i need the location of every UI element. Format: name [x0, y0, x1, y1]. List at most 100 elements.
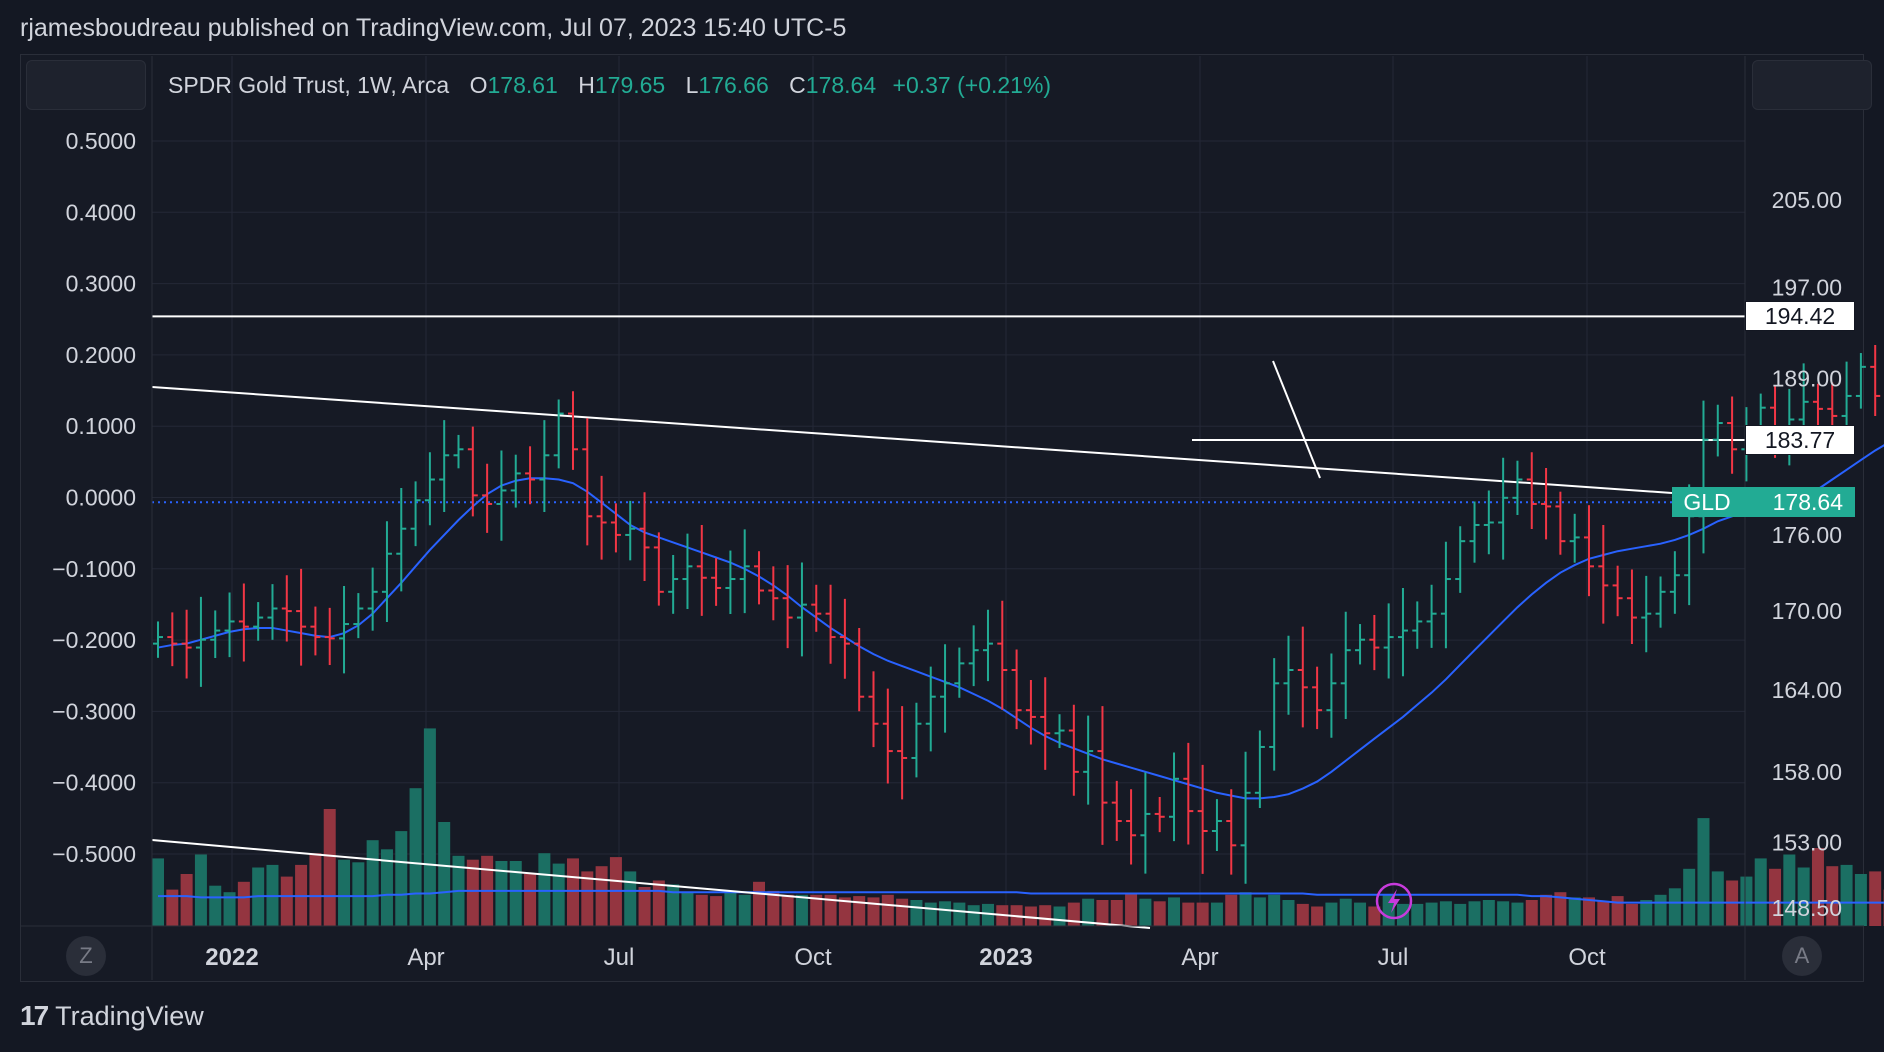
- ohlc-bar: [1383, 603, 1394, 679]
- auto-scale-button[interactable]: A: [1782, 936, 1822, 976]
- ohlc-bar: [854, 627, 865, 712]
- ohlc-bar: [1455, 526, 1466, 593]
- volume-bar: [395, 831, 408, 926]
- top-left-control[interactable]: [26, 60, 146, 110]
- volume-bar: [1210, 902, 1223, 926]
- ohlc-bar: [1169, 752, 1180, 842]
- volume-bar: [1540, 894, 1553, 926]
- x-axis-tick-label: Oct: [1568, 944, 1606, 971]
- x-axis-tick-label: 2023: [979, 944, 1032, 971]
- ohlc-bar: [696, 524, 707, 616]
- tradingview-logo[interactable]: 17 TradingView: [20, 1000, 204, 1032]
- volume-bar: [1511, 902, 1524, 926]
- volume-bar: [667, 884, 680, 926]
- volume-bar: [1325, 902, 1338, 926]
- descending-trendline: [151, 386, 1673, 494]
- ohlc-bar: [882, 688, 893, 784]
- close-label: C: [789, 72, 806, 98]
- volume-bar: [681, 892, 694, 926]
- volume-bar: [924, 902, 937, 926]
- ohlc-bar: [782, 565, 793, 649]
- volume-bar: [1611, 896, 1624, 926]
- ohlc-bar: [381, 521, 392, 622]
- volume-bar: [223, 892, 236, 926]
- ohlc-bar: [839, 598, 850, 679]
- ohlc-bar: [997, 600, 1008, 710]
- ohlc-bar: [1812, 383, 1823, 426]
- volume-bar: [1268, 894, 1281, 926]
- volume-bar: [1296, 903, 1309, 926]
- ohlc-bar: [1183, 742, 1194, 845]
- volume-bar: [423, 728, 436, 926]
- volume-bar: [1425, 902, 1438, 926]
- ohlc-bar: [711, 558, 722, 606]
- ohlc-bar: [210, 610, 221, 659]
- ohlc-bar: [582, 418, 593, 546]
- symbol-name: SPDR Gold Trust, 1W, Arca: [168, 72, 450, 98]
- volume-bar: [638, 887, 651, 926]
- ohlc-bar: [1469, 501, 1480, 563]
- ohlc-bar: [567, 391, 578, 470]
- trendlines: [151, 315, 1745, 929]
- volume-bar: [209, 885, 222, 926]
- price-tag-value: 178.64: [1772, 488, 1843, 515]
- ohlc-bar: [754, 551, 765, 605]
- ohlc-bar: [324, 607, 335, 666]
- left-axis-tick-label: 0.1000: [66, 413, 136, 439]
- zoom-button[interactable]: Z: [66, 936, 106, 976]
- ohlc-bar: [1369, 614, 1380, 671]
- ohlc-bar: [954, 647, 965, 698]
- volume-bar: [838, 897, 851, 926]
- short-trendline: [1272, 360, 1321, 479]
- volume-bar: [1468, 901, 1481, 926]
- ohlc-bar: [1340, 611, 1351, 720]
- volume-bar: [1654, 894, 1667, 926]
- volume-bar: [1697, 818, 1710, 926]
- left-axis-tick-label: −0.5000: [52, 841, 136, 867]
- x-axis-tick-label: Oct: [794, 944, 832, 971]
- x-axis-tick-label: Apr: [1181, 944, 1218, 971]
- volume-bar: [1024, 906, 1037, 926]
- ohlc-bar: [1097, 706, 1108, 845]
- ohlc-bar: [1054, 714, 1065, 749]
- ohlc-bar: [653, 532, 664, 606]
- ohlc-bar: [668, 554, 679, 614]
- left-axis-tick-label: −0.1000: [52, 556, 136, 582]
- ohlc-bar: [1426, 584, 1437, 648]
- volume-bar: [1225, 894, 1238, 926]
- ohlc-bar: [224, 592, 235, 658]
- volume-bar: [352, 862, 365, 926]
- ohlc-bar: [1870, 345, 1881, 417]
- volume-bar: [1168, 897, 1181, 926]
- ohlc-bar: [410, 481, 421, 547]
- ohlc-bar: [825, 584, 836, 664]
- ohlc-bar: [1498, 457, 1509, 560]
- ohlc-bar: [396, 488, 407, 592]
- volume-bar: [1239, 892, 1252, 926]
- volume-bar: [538, 853, 551, 926]
- volume-bar: [1525, 900, 1538, 926]
- axes: 2022 Apr Jul Oct 2023 Apr Jul Oct 0.5000 0.4000 0.…: [20, 56, 1864, 980]
- ohlc-bar: [1126, 789, 1137, 865]
- ohlc-bar: [725, 550, 736, 614]
- ohlc-bar: [496, 450, 507, 541]
- volume-bar: [1797, 867, 1810, 926]
- ohlc-bar: [1440, 541, 1451, 649]
- price-tag-value: 194.42: [1764, 302, 1836, 329]
- right-axis-tick-label: 153.00: [1772, 829, 1842, 855]
- publisher-header: rjamesboudreau published on TradingView.…: [20, 14, 847, 42]
- volume-bar: [710, 896, 723, 926]
- ohlc-bar: [1254, 730, 1265, 808]
- volume-bar: [1139, 898, 1152, 926]
- top-right-control[interactable]: [1752, 60, 1872, 110]
- ohlc-bar: [195, 596, 206, 687]
- volume-bar: [781, 894, 794, 926]
- volume-bar: [338, 859, 351, 926]
- volume-bar: [1840, 864, 1853, 926]
- volume-bar: [1711, 871, 1724, 926]
- volume-bar: [896, 898, 909, 926]
- ohlc-bar: [610, 503, 621, 553]
- right-axis-tick-label: 176.00: [1772, 522, 1842, 548]
- ohlc-bar: [510, 454, 521, 508]
